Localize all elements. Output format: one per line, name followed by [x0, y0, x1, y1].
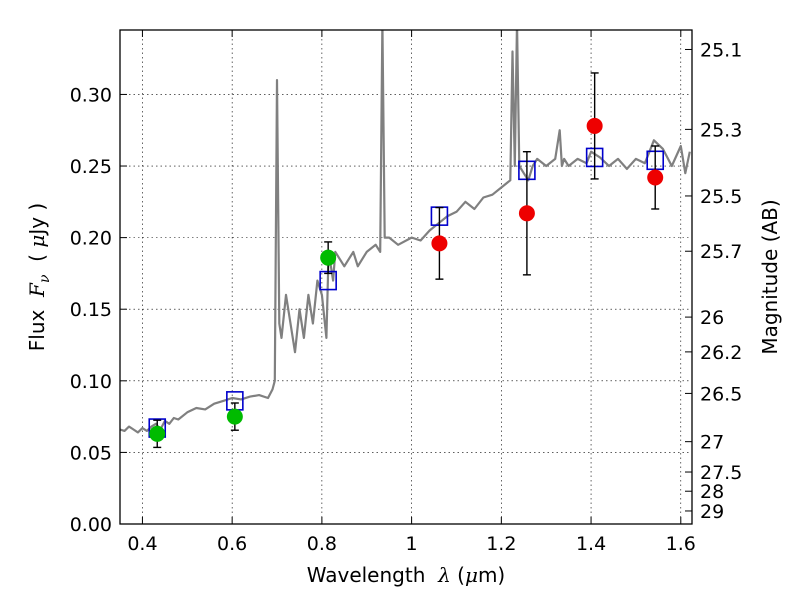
y-axis-label: Flux Fν ( μJy ) — [25, 203, 53, 351]
observed-point — [149, 425, 166, 442]
y2-tick-label: 26 — [700, 307, 724, 329]
observed-point — [320, 249, 337, 266]
y2-tick-label: 25.1 — [700, 39, 742, 61]
x-axis-label-mu: μ — [465, 563, 478, 587]
y-axis-label-prefix: Flux — [25, 297, 49, 351]
y2-tick-label: 27.5 — [700, 462, 742, 484]
observed-point — [586, 117, 603, 134]
y2-axis-label: Magnitude (AB) — [758, 199, 782, 354]
x-axis-label-symbol: λ — [437, 563, 451, 587]
y2-tick-label: 29 — [700, 501, 724, 523]
y-tick-label: 0.05 — [70, 442, 112, 464]
y-tick-label: 0.25 — [70, 156, 112, 178]
y2-tick-label: 28 — [700, 481, 724, 503]
y-axis-label-open: ( — [25, 248, 49, 275]
y-tick-label: 0.30 — [70, 84, 112, 106]
y2-tick-label: 25.5 — [700, 186, 742, 208]
x-tick-label: 0.4 — [127, 533, 157, 555]
axis-ticks: 0.4 0.6 0.8 1 1.2 1.4 1.6 0.00 0.05 0.10 0.15 0.20 0… — [70, 30, 742, 555]
y-axis-label-mu: μ — [25, 235, 49, 248]
x-axis-label-unit: m) — [478, 563, 505, 587]
y-axis-label-unit: Jy ) — [25, 203, 49, 237]
y2-tick-label: 27 — [700, 432, 724, 454]
plot-area — [120, 30, 692, 524]
y2-tick-label: 25.7 — [700, 241, 742, 263]
y-tick-label: 0.15 — [70, 299, 112, 321]
x-tick-label: 0.6 — [217, 533, 247, 555]
plot-content — [120, 30, 691, 434]
y-axis-label-symbol: F — [25, 282, 49, 298]
x-axis-label-open: ( — [451, 563, 465, 587]
x-tick-label: 0.8 — [307, 533, 337, 555]
y-tick-label: 0.20 — [70, 228, 112, 250]
y-tick-label: 0.00 — [70, 514, 112, 536]
y2-tick-label: 26.2 — [700, 342, 742, 364]
y-tick-label: 0.10 — [70, 371, 112, 393]
x-tick-label: 1.6 — [666, 533, 696, 555]
plot-frame — [119, 29, 693, 525]
observed-point — [431, 235, 448, 252]
x-tick-label: 1 — [406, 533, 418, 555]
y2-tick-label: 26.5 — [700, 383, 742, 405]
x-tick-label: 1.2 — [486, 533, 516, 555]
observed-point — [518, 205, 535, 222]
model-spectrum-line — [120, 30, 691, 434]
x-tick-label: 1.4 — [576, 533, 606, 555]
observed-point — [226, 408, 243, 425]
x-axis-label: Wavelength λ (μm) — [307, 563, 506, 587]
y-axis-label-subscript: ν — [37, 274, 53, 283]
data-marks — [148, 72, 665, 449]
observed-point — [647, 169, 664, 186]
x-axis-label-prefix: Wavelength — [307, 563, 438, 587]
y2-tick-label: 25.3 — [700, 119, 742, 141]
